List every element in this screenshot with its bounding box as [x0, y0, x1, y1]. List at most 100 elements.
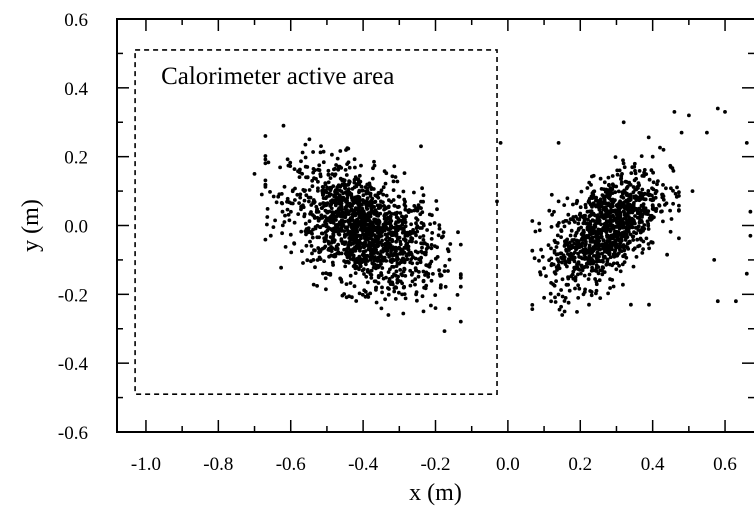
data-point [354, 299, 359, 303]
data-point [389, 224, 394, 228]
data-point [353, 266, 358, 271]
data-point [289, 209, 293, 214]
data-point [350, 204, 354, 208]
data-point [577, 255, 581, 259]
data-point [311, 198, 316, 202]
data-point [639, 208, 644, 213]
data-point [373, 199, 378, 204]
data-point [370, 176, 375, 181]
data-point [344, 232, 349, 237]
data-point [271, 194, 276, 199]
data-point [608, 244, 612, 249]
data-point [575, 262, 579, 267]
data-point [563, 262, 568, 266]
data-point [357, 254, 362, 259]
data-point [655, 182, 659, 187]
data-point [419, 241, 423, 246]
data-point [389, 258, 393, 262]
data-point [606, 203, 611, 208]
data-point [335, 223, 339, 228]
data-point [317, 255, 322, 260]
data-point [381, 192, 386, 197]
data-point [582, 220, 587, 225]
data-point [623, 238, 628, 242]
data-point [388, 221, 393, 226]
data-point [417, 205, 422, 210]
data-point [380, 243, 384, 248]
data-point [622, 165, 627, 170]
data-point [584, 239, 588, 244]
data-point [324, 287, 328, 292]
data-point [311, 150, 315, 154]
data-point [359, 220, 364, 225]
data-point [334, 197, 339, 202]
data-point [293, 198, 297, 202]
data-point [613, 210, 617, 214]
data-point [299, 229, 304, 234]
data-point [677, 236, 681, 241]
data-point [402, 226, 406, 231]
data-point [369, 186, 374, 190]
data-point [402, 266, 407, 271]
data-point [579, 271, 583, 276]
data-point [566, 276, 571, 281]
data-point [323, 181, 328, 186]
data-point [592, 219, 596, 223]
data-point [557, 221, 561, 225]
data-point [307, 219, 312, 224]
active-area-label: Calorimeter active area [161, 63, 394, 90]
data-point [647, 246, 651, 251]
axis-ticks [117, 18, 754, 433]
data-point [571, 202, 575, 207]
data-point [360, 206, 365, 211]
data-point [371, 265, 376, 270]
data-point [403, 207, 408, 212]
data-point [369, 252, 373, 256]
data-point [402, 216, 407, 220]
data-point [297, 175, 302, 180]
data-point [411, 255, 415, 260]
data-point [292, 220, 297, 225]
data-point [625, 222, 630, 227]
data-point [611, 214, 616, 219]
data-point [368, 203, 372, 208]
data-point [600, 272, 605, 277]
data-point [637, 169, 642, 173]
data-point [387, 278, 392, 283]
data-point [677, 203, 681, 208]
data-point [343, 251, 348, 256]
data-point [322, 259, 326, 263]
data-point [628, 192, 633, 197]
data-point [443, 284, 448, 289]
data-point [661, 219, 665, 224]
data-point [644, 236, 649, 241]
data-point [411, 231, 415, 235]
data-point [429, 243, 434, 247]
data-point [315, 207, 319, 212]
data-point [368, 214, 373, 219]
x-axis-label: x (m) [409, 480, 462, 506]
data-point [324, 233, 329, 238]
data-point [595, 236, 599, 241]
data-point [403, 274, 408, 278]
data-point [296, 212, 301, 217]
data-point [571, 269, 576, 274]
data-point [346, 160, 351, 165]
data-point [603, 215, 607, 220]
data-point [596, 221, 601, 225]
data-point [565, 196, 570, 201]
data-point [429, 303, 433, 308]
data-point [285, 207, 290, 212]
data-point [364, 191, 369, 196]
data-point [308, 195, 313, 200]
data-point [566, 300, 571, 305]
data-point [613, 190, 618, 195]
data-point [368, 191, 373, 196]
data-point [587, 200, 592, 205]
data-point [646, 223, 651, 228]
data-point [589, 209, 594, 214]
data-point [437, 223, 442, 228]
data-point [647, 177, 652, 182]
data-point [359, 163, 363, 168]
data-point [321, 160, 326, 165]
